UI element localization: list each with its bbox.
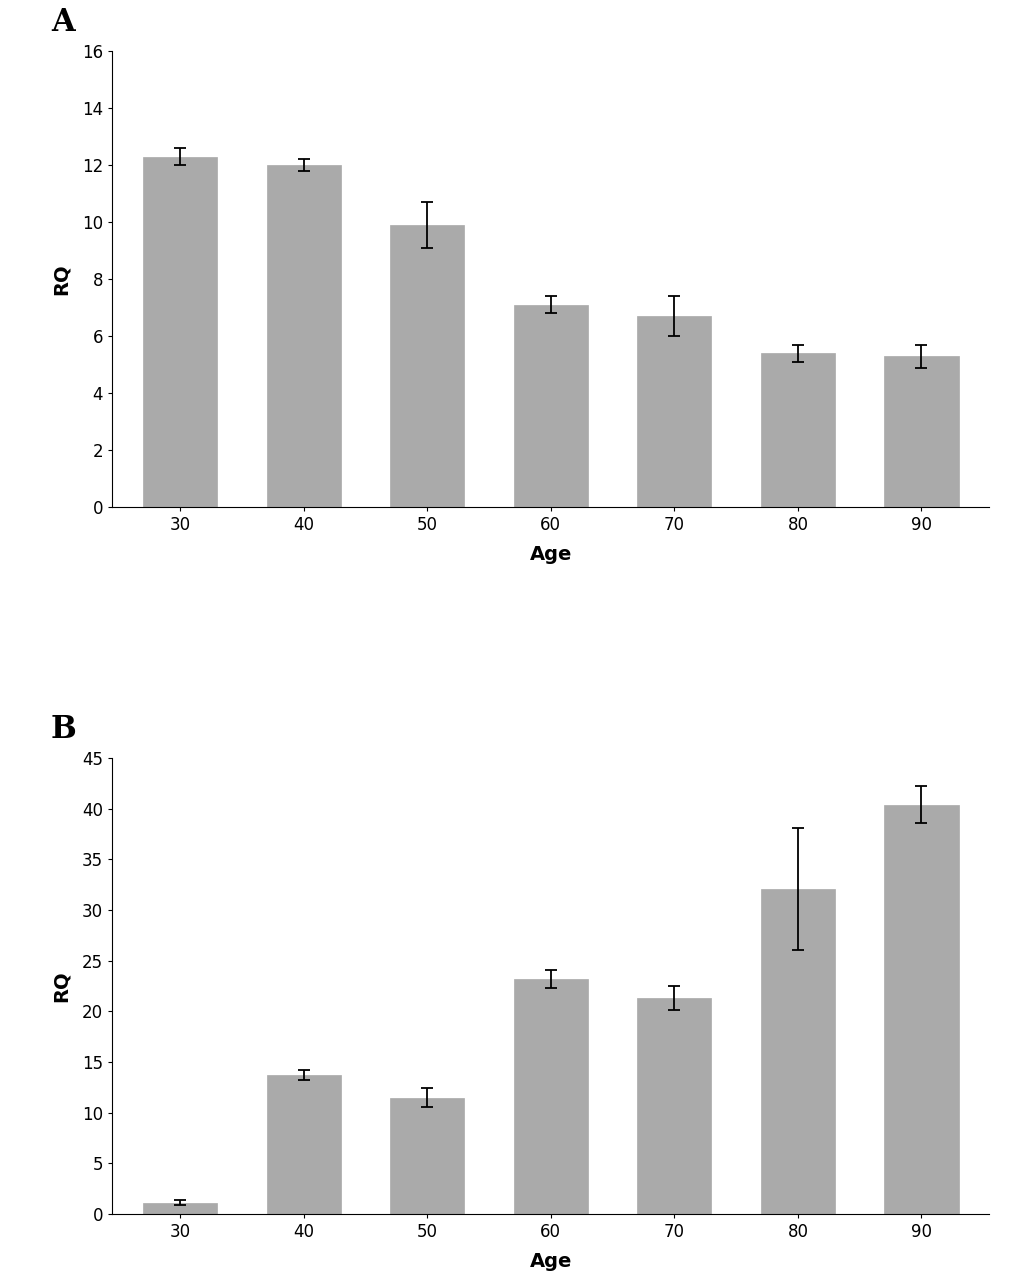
Y-axis label: RQ: RQ bbox=[52, 970, 71, 1002]
Bar bbox=[266, 1075, 340, 1214]
Bar bbox=[390, 1098, 464, 1214]
Y-axis label: RQ: RQ bbox=[52, 263, 70, 295]
Bar bbox=[143, 1203, 217, 1214]
Bar bbox=[390, 225, 464, 507]
Bar bbox=[514, 979, 587, 1214]
Text: B: B bbox=[51, 714, 76, 745]
Bar bbox=[883, 805, 958, 1214]
Bar bbox=[760, 888, 835, 1214]
X-axis label: Age: Age bbox=[529, 1252, 572, 1272]
Bar bbox=[637, 998, 710, 1214]
Bar bbox=[143, 157, 217, 507]
Bar bbox=[514, 305, 587, 507]
Bar bbox=[760, 353, 835, 507]
Bar bbox=[637, 316, 710, 507]
X-axis label: Age: Age bbox=[529, 546, 572, 565]
Bar bbox=[266, 165, 340, 507]
Text: A: A bbox=[51, 8, 74, 38]
Bar bbox=[883, 357, 958, 507]
